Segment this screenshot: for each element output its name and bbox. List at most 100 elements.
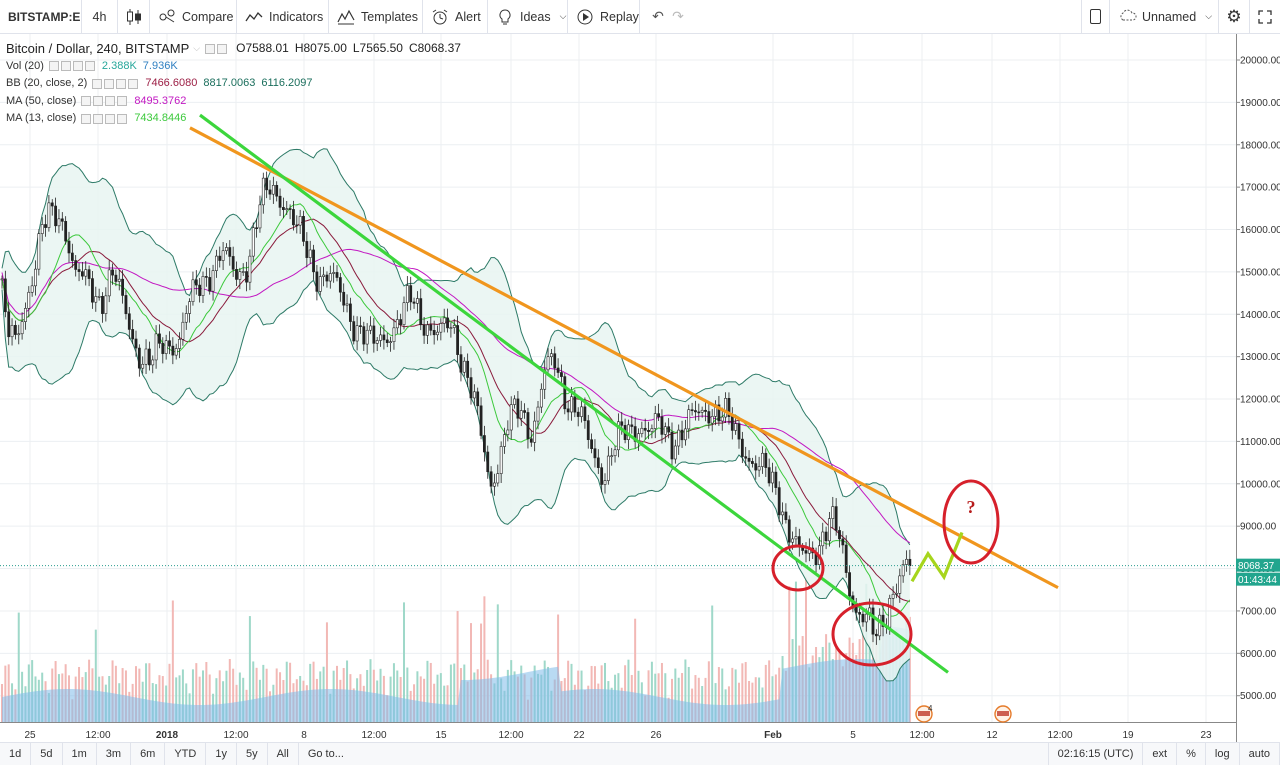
volume-bar [470, 623, 472, 722]
candle-body [462, 360, 466, 373]
indicator-control-icon[interactable] [105, 96, 116, 107]
volume-bar [778, 667, 781, 722]
indicator-control-icon[interactable] [117, 96, 128, 107]
range-button-5y[interactable]: 5y [237, 743, 268, 765]
orange-trendline [189, 126, 1059, 590]
indicator-control-icon[interactable] [92, 78, 103, 89]
candle-body [888, 598, 892, 628]
indicator-control-icon[interactable] [93, 113, 104, 124]
toggle-percent[interactable]: % [1177, 743, 1206, 765]
bollinger-lower [1, 279, 911, 682]
toggle-log[interactable]: log [1206, 743, 1240, 765]
volume-bar [768, 660, 771, 722]
range-button-3m[interactable]: 3m [97, 743, 132, 765]
volume-bar [731, 667, 734, 722]
candle-body [127, 313, 131, 330]
range-button-1m[interactable]: 1m [63, 743, 97, 765]
indicator-control-icon[interactable] [93, 96, 104, 107]
volume-bar [135, 666, 137, 722]
candle-body [124, 295, 128, 315]
utc-clock[interactable]: 02:16:15 (UTC) [1047, 743, 1144, 765]
legend-eye-icon[interactable] [205, 43, 216, 54]
annotations[interactable]: ?4 [771, 479, 1012, 723]
range-button-1d[interactable]: 1d [0, 743, 32, 765]
candle-body [422, 324, 426, 336]
indicator-control-icon[interactable] [128, 78, 139, 89]
settings-button[interactable]: ⚙ [1219, 0, 1250, 33]
undo-icon[interactable]: ↶ [652, 8, 664, 24]
candle-body [84, 269, 88, 277]
toggle-auto[interactable]: auto [1240, 743, 1280, 765]
symbol-search[interactable]: BITSTAMP:E [0, 0, 82, 33]
candle-body [402, 302, 406, 325]
candle-body [516, 398, 520, 419]
layout-name-button[interactable]: Unnamed ⌵ [1110, 0, 1219, 33]
indicator-control-icon[interactable] [81, 113, 92, 124]
indicator-control-icon[interactable] [104, 78, 115, 89]
volume-bar [694, 675, 697, 722]
redo-icon[interactable]: ↷ [672, 8, 684, 24]
price-axis[interactable]: 20000.00 19000.00 18000.00 17000.00 16000.00… [1236, 34, 1280, 742]
candle-body [191, 279, 195, 302]
interval-button[interactable]: 4h [82, 0, 118, 33]
indicator-control-icon[interactable] [81, 96, 92, 107]
range-button-all[interactable]: All [268, 743, 299, 765]
replay-button[interactable]: Replay [568, 0, 640, 33]
candle-body [395, 319, 399, 329]
candle-body [610, 455, 614, 458]
candle-body [104, 295, 108, 314]
candle-body [107, 269, 111, 297]
indicator-control-icon[interactable] [117, 113, 128, 124]
chevron-down-icon: ⌵ [559, 11, 567, 21]
legend-settings-icon[interactable] [217, 43, 228, 54]
replay-label: Replay [600, 9, 639, 24]
ideas-button[interactable]: Ideas ⌵ [488, 0, 568, 33]
candle-body [747, 457, 751, 462]
volume-bar [764, 664, 767, 722]
fullscreen-button[interactable] [1250, 0, 1280, 33]
toggle-ext[interactable]: ext [1143, 743, 1178, 765]
candle-body [281, 207, 285, 211]
indicator-control-icon[interactable] [105, 113, 116, 124]
indicator-control-icon[interactable] [84, 61, 95, 72]
candle-body [238, 271, 242, 280]
candle-body [730, 416, 734, 431]
range-button-ytd[interactable]: YTD [165, 743, 207, 765]
candle-body [781, 511, 784, 516]
time-label: 19 [1122, 730, 1134, 741]
indicators-button[interactable]: Indicators [237, 0, 329, 33]
candle-body [536, 406, 540, 422]
indicator-control-icon[interactable] [60, 61, 71, 72]
chart-style-button[interactable] [118, 0, 150, 33]
time-label: 5 [850, 730, 856, 741]
candle-body [750, 461, 754, 464]
time-label: 12 [986, 730, 998, 741]
alert-button[interactable]: Alert [423, 0, 488, 33]
range-button-1y[interactable]: 1y [206, 743, 237, 765]
price-chart[interactable]: 25 12:00 2018 12:00 8 12:00 15 12:00 22 26 Feb 5 12:… [0, 34, 1236, 742]
candle-body [482, 435, 486, 453]
time-label: 2018 [156, 730, 179, 741]
candle-body [563, 376, 567, 410]
legend-chevron-icon[interactable]: ⌵ [193, 43, 201, 53]
templates-button[interactable]: Templates [329, 0, 423, 33]
indicator-control-icon[interactable] [48, 61, 59, 72]
goto-button[interactable]: Go to... [299, 743, 353, 765]
candle-body [188, 301, 192, 314]
volume-bar [369, 659, 372, 722]
candle-body [131, 329, 135, 340]
candle-body [663, 426, 667, 435]
toolbar-right: Unnamed ⌵ ⚙ [1081, 0, 1280, 33]
candlesticks [0, 171, 1236, 645]
compare-button[interactable]: Compare [150, 0, 237, 33]
candle-body [466, 360, 470, 378]
candle-body [70, 252, 74, 261]
range-button-5d[interactable]: 5d [31, 743, 63, 765]
candle-body [580, 406, 583, 417]
indicator-control-icon[interactable] [72, 61, 83, 72]
range-button-6m[interactable]: 6m [131, 743, 166, 765]
indicator-control-icon[interactable] [116, 78, 127, 89]
us-flag-stripes-icon [918, 711, 930, 716]
candle-body [486, 451, 490, 473]
layout-select-button[interactable] [1081, 0, 1110, 33]
